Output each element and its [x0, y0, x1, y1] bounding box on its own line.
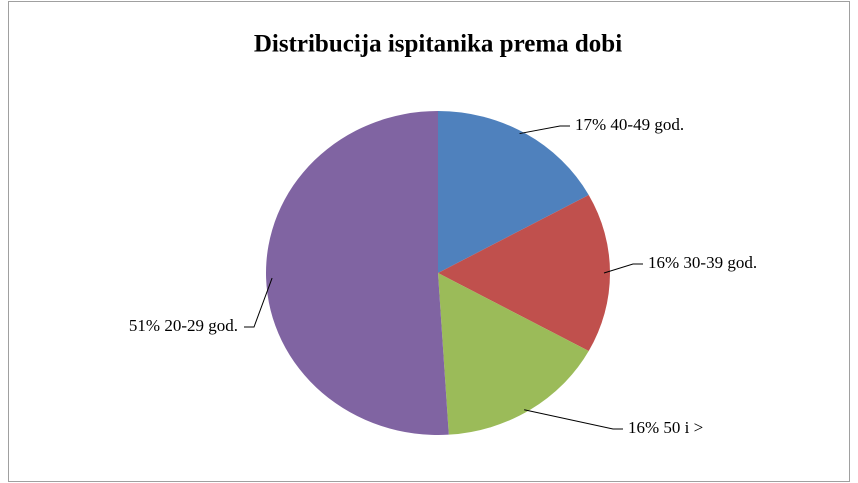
value-label: 16%: [628, 418, 659, 437]
value-label: 16%: [648, 253, 679, 272]
category-label: 20-29 god.: [164, 316, 238, 335]
data-label: 16% 50 i >: [628, 418, 703, 437]
category-label: 40-49 god.: [610, 115, 684, 134]
pie-slice: [438, 111, 589, 273]
value-label: 17%: [575, 115, 606, 134]
data-label: 17% 40-49 god.: [575, 115, 684, 134]
value-label: 51%: [129, 316, 160, 335]
pie-slice: [266, 111, 449, 435]
pie-slice: [438, 273, 589, 435]
data-label: 16% 30-39 god.: [648, 253, 757, 272]
leader-line: [519, 125, 570, 135]
category-label: 50 i >: [663, 418, 703, 437]
pie-slice: [438, 194, 611, 352]
chart-title: Distribucija ispitanika prema dobi: [254, 31, 622, 58]
data-label: 51% 20-29 god.: [129, 316, 238, 335]
leader-line: [244, 277, 273, 328]
leader-line: [524, 409, 623, 430]
category-label: 30-39 god.: [683, 253, 757, 272]
leader-line: [603, 263, 643, 274]
